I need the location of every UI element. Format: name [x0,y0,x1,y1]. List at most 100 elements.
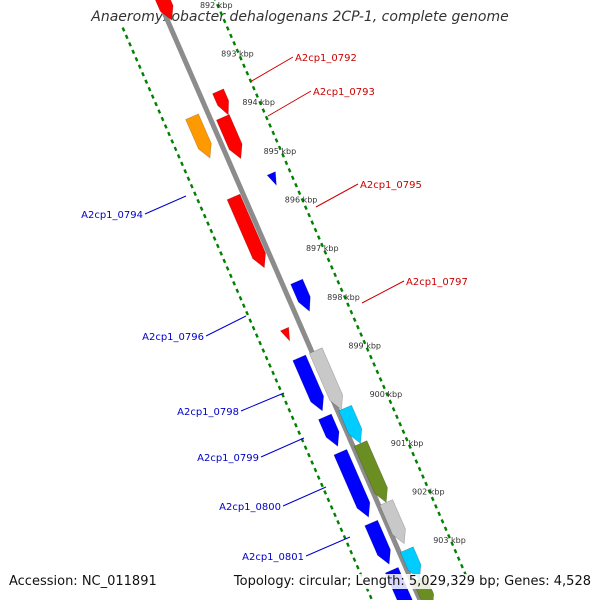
ruler-tick [225,26,230,31]
ruler-tick [313,227,318,233]
ruler-tick [264,115,269,121]
ruler-tick [316,475,321,480]
ruler-tick [355,564,360,570]
ruler-tick [421,474,425,479]
ruler-tick [281,153,285,158]
kbp-label: 900 kbp [370,390,403,399]
ruler-tick [359,332,364,337]
gene-arrow [379,499,406,545]
ruler-tick [261,348,266,353]
ruler-tick [287,167,292,173]
genome-backbone [160,9,423,600]
gene-label-leader [260,437,305,458]
ruler-tick [355,324,360,330]
gene-label-leader [361,280,405,304]
ruler-tick [336,280,341,285]
ruler-tick [427,489,432,494]
kbp-label: 901 kbp [391,439,424,448]
ruler-tick [326,497,331,503]
gene-arrow [338,404,363,444]
ruler-tick [349,549,354,555]
ruler-tick [189,183,194,189]
ruler-tick [293,422,298,428]
ruler-tick [124,34,129,40]
kbp-label: 898 kbp [327,293,360,302]
gene-label-leader [315,183,359,208]
ruler-tick [352,317,357,322]
ruler-tick [320,242,324,248]
ruler-tick [316,235,321,240]
ruler-tick [228,273,233,279]
gene-label-leader [205,315,247,337]
kbp-label: 892 kbp [200,1,233,10]
ruler-tick [144,79,149,84]
ruler-tick [274,378,279,383]
ruler-tick [245,310,249,316]
ruler-tick [306,452,311,458]
kbp-label: 894 kbp [242,98,275,107]
ruler-tick [271,370,276,376]
ruler-tick [268,123,272,128]
ruler-tick [346,302,351,308]
ruler-tick [202,213,207,219]
ruler-tick [128,42,132,47]
ruler-tick [267,363,272,368]
ruler-tick [323,490,328,495]
ruler-tick [134,56,139,62]
ruler-tick [362,339,367,345]
gene-arrow [353,440,388,503]
ruler-tick [388,399,393,405]
ruler-tick [271,130,276,136]
gene-arrow [212,88,229,116]
ruler-tick [258,340,262,346]
ruler-tick [342,534,347,540]
ruler-tick [290,175,295,181]
ruler-tick [212,236,217,241]
ruler-tick [222,18,227,24]
ruler-tick [238,295,243,301]
ruler-tick [372,362,377,367]
ruler-tick [277,145,282,151]
ruler-tick [290,415,295,421]
ruler-tick [167,131,171,137]
ruler-tick [395,414,399,420]
ruler-tick [336,520,341,525]
ruler-tick [242,63,246,69]
gene-arrow [226,193,266,269]
ruler-tick [154,101,158,107]
ruler-tick [417,466,422,472]
ruler-tick [333,512,337,518]
ruler-tick [225,266,230,271]
gene-label: A2cp1_0798 [177,407,239,418]
ruler-tick [447,533,451,539]
gene-label: A2cp1_0799 [197,453,259,464]
ruler-tick [287,407,292,413]
ruler-tick [199,206,204,211]
ruler-tick [303,445,308,450]
ruler-tick [229,33,233,39]
genome-title: Anaeromyxobacter dehalogenans 2CP-1, com… [91,9,509,25]
ruler-tick [277,385,282,391]
ruler-tick [163,124,168,129]
ruler-tick [245,70,250,76]
ruler-tick [333,272,337,278]
gene-label-leader [240,392,285,412]
gene-arrow [155,0,174,21]
kbp-label: 897 kbp [306,244,339,253]
gene-arrow [308,347,344,411]
ruler-tick [251,85,256,91]
ruler-tick [437,511,442,517]
ruler-tick [258,100,263,106]
ruler-tick [381,384,386,390]
ruler-tick [251,325,256,331]
ruler-tick [346,542,350,548]
ruler-tick [329,505,334,510]
ruler-tick [206,221,210,226]
ruler-tick [235,48,240,54]
ruler-tick [430,496,435,502]
ruler-tick [349,309,354,315]
ruler-tick [339,527,344,533]
ruler-tick [157,109,162,114]
ruler-tick [414,459,419,464]
ruler-tick [254,333,259,338]
